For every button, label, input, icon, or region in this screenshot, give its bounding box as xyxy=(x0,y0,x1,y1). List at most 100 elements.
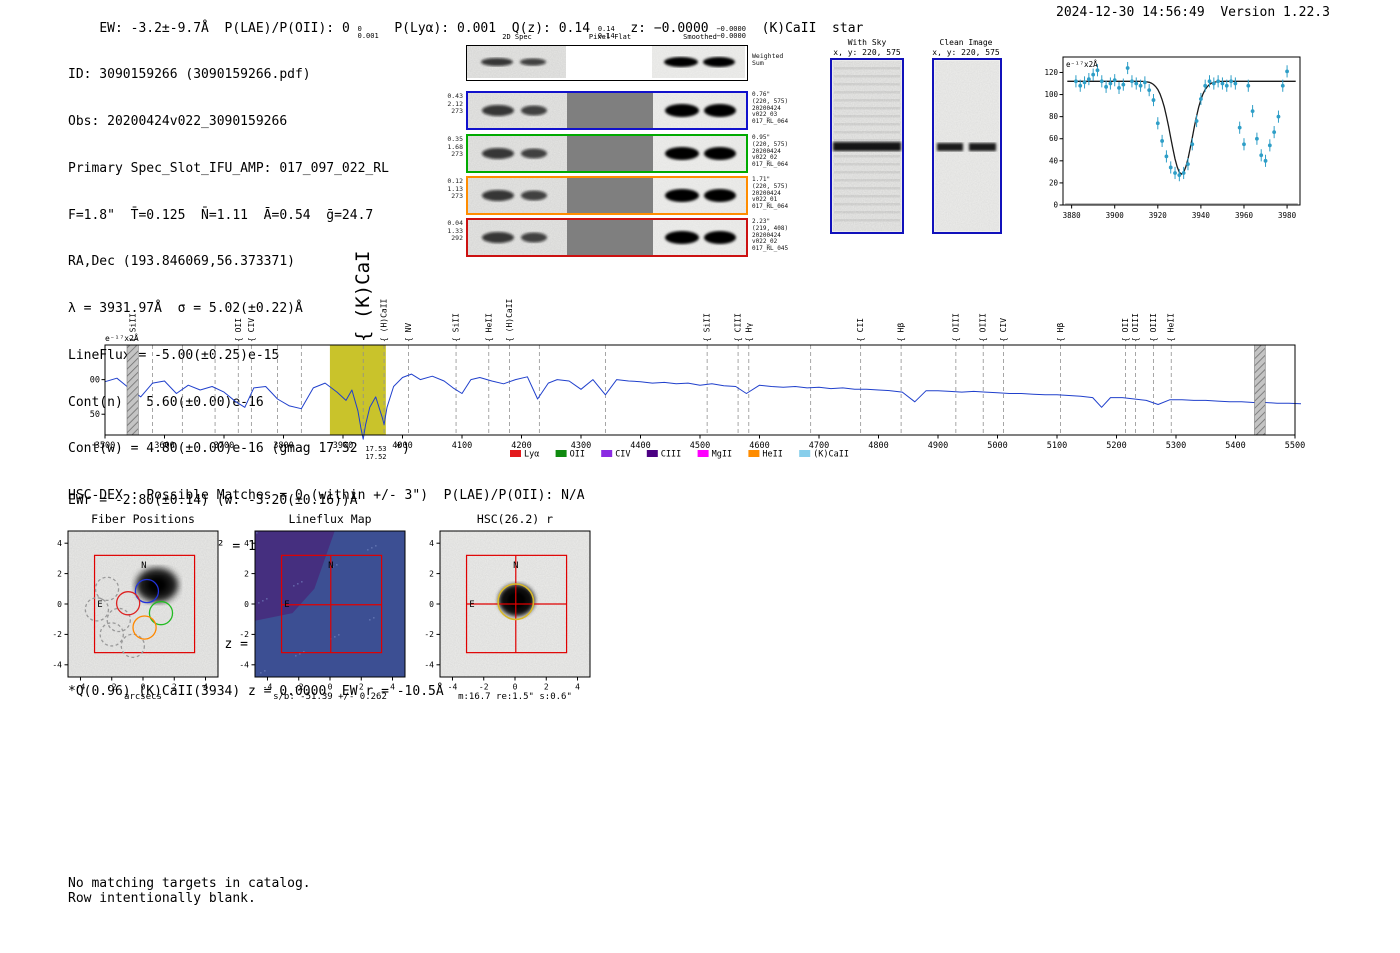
ra-dec: RA,Dec (193.846069,56.373371) xyxy=(68,254,295,270)
svg-text:3880: 3880 xyxy=(1063,211,1082,220)
best-solution: *Q(0.96) (K)CaII(3934) z = 0.0000 EW r =… xyxy=(68,684,444,700)
legend-label: MgII xyxy=(712,450,732,460)
plae-poii-bounds: 0 0.001 xyxy=(357,24,379,41)
spectrum-line xyxy=(104,373,1302,440)
legend-label: (K)CaII xyxy=(813,450,849,460)
svg-text:3700: 3700 xyxy=(214,441,234,451)
svg-text:20: 20 xyxy=(1049,178,1059,187)
svg-text:-2: -2 xyxy=(239,630,249,639)
svg-text:3800: 3800 xyxy=(273,441,293,451)
lineflux-map-plot: N E -4 -4 -2 -2 0 0 2 2 4 4 xyxy=(239,530,406,692)
gaussian-fit-curve xyxy=(1067,80,1296,175)
lineflux: LineFlux = -5.00(±0.25)e-15 xyxy=(68,347,280,363)
qz-sub: 0.14 xyxy=(597,32,615,41)
svg-text:-4: -4 xyxy=(239,661,249,670)
svg-text:2: 2 xyxy=(359,683,364,692)
svg-text:-4: -4 xyxy=(263,683,273,692)
svg-text:0: 0 xyxy=(429,600,434,609)
plae-poii-label: P(LAE)/P(OII): 0 xyxy=(224,20,358,36)
qz-bounds: 0.14 0.14 xyxy=(597,25,615,41)
spec2d-panel: 2D Spec Pixel Flat Smoothed Weighted Sum 0… xyxy=(440,33,820,265)
svg-text:0: 0 xyxy=(141,683,146,692)
qz-value: Q(z): 0.14 xyxy=(511,20,598,36)
spec2d-image-strip xyxy=(466,218,748,257)
cutout-bounds-square xyxy=(93,554,196,654)
svg-text:100: 100 xyxy=(90,376,100,386)
svg-text:-2: -2 xyxy=(107,683,117,692)
obs-id: Obs: 20200424v022_3090159266 xyxy=(68,113,288,129)
emission-line-label: { (K)CaII xyxy=(352,250,374,342)
svg-text:120: 120 xyxy=(1044,68,1058,77)
emission-line-label: { Hγ xyxy=(744,323,753,342)
plya-value: P(Lyα): 0.001 xyxy=(378,20,512,36)
lineflux-map-title: Lineflux Map xyxy=(288,512,372,526)
seeing-stats: F=1.8" T̄=0.125 N̄=1.11 Ā=0.54 ḡ=24.7 xyxy=(68,207,374,223)
svg-text:4800: 4800 xyxy=(868,441,888,451)
legend-label: OII xyxy=(570,450,585,460)
spec2d-row: 0.04 1.33 292 2.23" (219, 408) 20200424 v022_0… xyxy=(440,218,812,257)
with-sky-image xyxy=(830,58,904,234)
clean-image xyxy=(932,58,1002,234)
cutout-bounds-square xyxy=(280,554,383,654)
legend-swatch xyxy=(799,450,811,457)
svg-text:3900: 3900 xyxy=(1106,211,1125,220)
svg-text:5100: 5100 xyxy=(1047,441,1067,451)
emission-line-label: { HeII xyxy=(484,313,493,342)
timestamp-version: 2024-12-30 14:56:49 Version 1.22.3 xyxy=(1056,5,1330,20)
legend-label: CIII xyxy=(661,450,681,460)
svg-text:4300: 4300 xyxy=(571,441,591,451)
cont-w: Cont(w) = 4.80(±0.00)e-16 (gmag 17.52 17… xyxy=(68,441,444,461)
svg-text:3900: 3900 xyxy=(333,441,353,451)
legend-swatch xyxy=(697,450,709,457)
svg-text:5300: 5300 xyxy=(1166,441,1186,451)
col-title-pixelflat: Pixel Flat xyxy=(588,33,632,41)
spec2d-row: 0.12 1.13 273 1.71" (220, 575) 20200424 v022_0… xyxy=(440,176,812,215)
svg-text:e⁻¹⁷x2Å: e⁻¹⁷x2Å xyxy=(105,332,139,343)
emission-line-label: { SiII xyxy=(128,313,137,342)
line-classification: (K)CaII star xyxy=(745,20,864,36)
lineflux-map-stats: s/b: -51.39 +/- 0.262 xyxy=(273,692,387,702)
emission-line-label: { CIV xyxy=(999,318,1008,342)
aperture-circle xyxy=(497,583,535,621)
emission-line-label: { OIII xyxy=(951,313,960,342)
emission-line-label: { OIII xyxy=(979,313,988,342)
z-sub: −0.0000 xyxy=(716,32,746,41)
svg-text:4100: 4100 xyxy=(452,441,472,451)
clean-image-coords: x, y: 220, 575 xyxy=(932,48,1000,57)
svg-text:2: 2 xyxy=(244,569,249,578)
full-spectrum-plot: 50 100 3500 3600 3700 3800 3900 4000 4100 4200 430… xyxy=(90,250,1305,460)
plae-sup: 0 xyxy=(357,24,362,33)
svg-text:2: 2 xyxy=(57,569,62,578)
fiber-circle xyxy=(84,597,110,622)
legend-label: CIV xyxy=(615,450,630,460)
spec2d-image-strip xyxy=(466,91,748,130)
svg-text:e⁻¹⁷x2Å: e⁻¹⁷x2Å xyxy=(1066,60,1098,69)
hsc-cutout-plot: N E -4 -4 -2 -2 0 0 2 2 4 4 xyxy=(424,530,591,692)
fiber-circle xyxy=(99,622,124,647)
svg-text:2: 2 xyxy=(544,683,549,692)
emission-line-label: { OII xyxy=(1121,318,1130,342)
legend-label: HeII xyxy=(762,450,782,460)
plae-sub: 0.001 xyxy=(357,32,379,41)
fiber-positions-xlabel: arcsecs xyxy=(124,692,162,702)
spec2d-row-weights: 0.12 1.13 273 xyxy=(447,177,463,200)
spec2d-image-strip xyxy=(466,45,748,81)
spec2d-row-labels: 2.23" (219, 408) 20200424 v022_02 017_RL_045 xyxy=(752,218,789,253)
svg-text:4700: 4700 xyxy=(809,441,829,451)
svg-text:4500: 4500 xyxy=(690,441,710,451)
primary-spec-slot: Primary Spec_Slot_IFU_AMP: 017_097_022_R… xyxy=(68,160,389,176)
fiber-circle xyxy=(106,607,131,633)
svg-text:4900: 4900 xyxy=(928,441,948,451)
svg-text:50: 50 xyxy=(90,410,100,420)
blank-row-line: Row intentionally blank. xyxy=(68,891,256,906)
svg-text:3980: 3980 xyxy=(1278,211,1297,220)
emission-line-label: { CIII xyxy=(734,313,743,342)
spec2d-row: 0.43 2.12 273 0.76" (220, 575) 20200424 v022_0… xyxy=(440,91,812,130)
emission-line-label: { OIII xyxy=(1131,313,1140,342)
svg-text:0: 0 xyxy=(57,600,62,609)
svg-text:3940: 3940 xyxy=(1192,211,1211,220)
legend-swatch xyxy=(748,450,760,457)
svg-text:4600: 4600 xyxy=(749,441,769,451)
svg-text:0: 0 xyxy=(244,600,249,609)
